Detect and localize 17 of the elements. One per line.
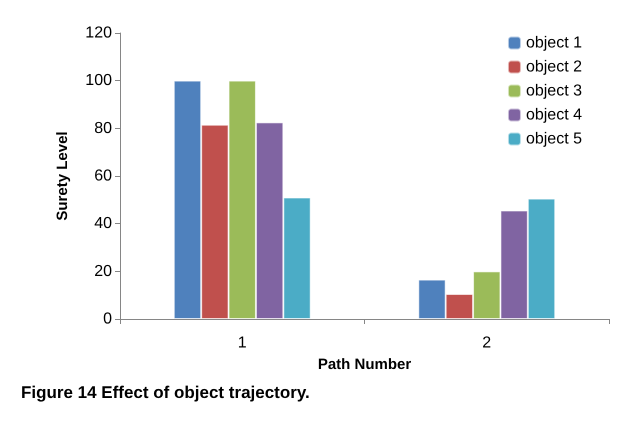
- y-tick-label: 0: [103, 310, 112, 328]
- y-tick-label: 120: [85, 24, 112, 42]
- y-tick-label: 60: [94, 168, 112, 184]
- legend-label: object 2: [526, 58, 582, 76]
- text: Figure 14 Effect of object trajectory.: [21, 383, 310, 402]
- x-axis-title: Path Number: [318, 356, 412, 373]
- legend-label: object 1: [526, 34, 582, 52]
- x-tick-label: 1: [238, 334, 247, 352]
- y-tick-label: 100: [85, 72, 112, 90]
- legend-label: object 3: [526, 82, 582, 100]
- y-tick-label: 20: [94, 262, 112, 280]
- legend-label: object 4: [526, 106, 582, 124]
- y-tick-label: 40: [94, 215, 112, 232]
- y-axis-title: Surety Level: [54, 131, 71, 221]
- x-tick-label: 2: [482, 334, 492, 352]
- legend-label: object 5: [526, 130, 582, 148]
- y-tick-label: 80: [94, 120, 112, 137]
